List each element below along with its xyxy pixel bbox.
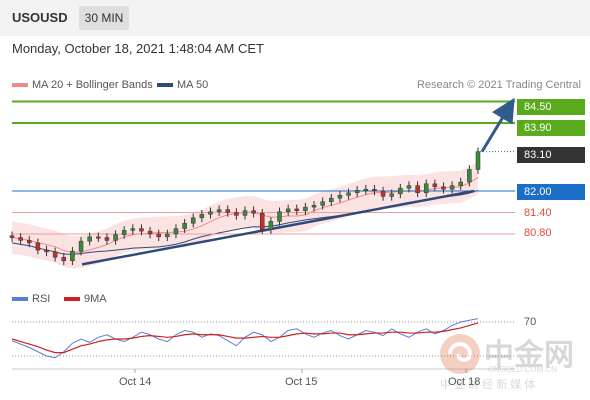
- legend-9ma: 9MA: [64, 293, 107, 305]
- timeframe-button[interactable]: 30 MIN: [79, 6, 129, 30]
- candle-body: [458, 181, 463, 186]
- candle-body: [147, 230, 153, 235]
- candle-body: [70, 250, 75, 262]
- support-label-81-40: 81.40: [524, 207, 552, 219]
- candle-body: [389, 193, 394, 197]
- rsi-swatch-icon: [12, 297, 28, 302]
- watermark-text: 中金网: [484, 338, 574, 373]
- candle-body: [380, 190, 386, 197]
- pivot-tag-82-00: 82.00: [517, 184, 585, 200]
- bollinger-swatch-icon: [12, 83, 28, 88]
- candle-body: [96, 236, 101, 239]
- support-label-80-80: 80.80: [524, 227, 552, 239]
- candle-body: [87, 236, 92, 242]
- candle-body: [423, 183, 429, 194]
- candle-body: [225, 209, 230, 213]
- legend-rsi-label: RSI: [32, 293, 51, 305]
- candle-body: [139, 228, 144, 232]
- level-tag-83-90: 83.90: [517, 120, 585, 136]
- watermark-tagline: 中 金 财 经 新 媒 体: [440, 379, 536, 391]
- candle-body: [44, 249, 49, 253]
- candle-body: [415, 185, 420, 194]
- datetime-label: Monday, October 18, 2021 1:48:04 AM CET: [12, 41, 264, 56]
- candle-body: [27, 240, 32, 244]
- rsi-level-label: 70: [524, 316, 537, 328]
- legend-ma50-label: MA 50: [177, 79, 209, 91]
- rsi-line: [11, 318, 479, 359]
- candle-body: [406, 185, 412, 189]
- candle-body: [260, 212, 265, 230]
- candle-body: [121, 230, 127, 235]
- legend-bollinger-label: MA 20 + Bollinger Bands: [32, 79, 153, 91]
- x-label-oct-15: Oct 15: [285, 376, 318, 388]
- header-bar: USOUSD 30 MIN: [0, 0, 590, 36]
- trendline: [81, 189, 475, 266]
- candle-body: [329, 197, 334, 202]
- candle-body: [346, 192, 351, 196]
- x-label-oct-18: Oct 18: [448, 376, 481, 388]
- ma9-swatch-icon: [64, 297, 80, 302]
- candle-body: [104, 237, 110, 241]
- cngold-logo-icon: [440, 334, 480, 374]
- candle-body: [475, 151, 481, 170]
- candle-body: [52, 251, 58, 258]
- candle-body: [165, 233, 170, 238]
- legend-9ma-label: 9MA: [84, 293, 107, 305]
- x-label-oct-14: Oct 14: [119, 376, 152, 388]
- candle-body: [18, 237, 23, 241]
- candle-body: [311, 205, 317, 208]
- candle-body: [35, 242, 41, 251]
- legend-ma50: MA 50: [157, 79, 208, 91]
- symbol-label: USOUSD: [12, 10, 68, 25]
- candle-body: [251, 210, 256, 214]
- candle-body: [216, 209, 222, 213]
- candle-body: [294, 208, 300, 211]
- legend-rsi: RSI: [12, 293, 50, 305]
- candle-body: [61, 256, 67, 262]
- legend-bollinger: MA 20 + Bollinger Bands: [12, 79, 153, 91]
- candle-body: [242, 210, 248, 216]
- candle-body: [354, 190, 360, 194]
- candle-body: [199, 214, 205, 219]
- candle-body: [190, 217, 196, 224]
- candle-body: [78, 240, 84, 252]
- candle-body: [441, 186, 446, 190]
- candle-body: [182, 222, 187, 229]
- candle-body: [113, 234, 118, 241]
- candle-body: [173, 228, 179, 235]
- candle-body: [337, 195, 343, 199]
- candle-body: [398, 187, 403, 195]
- watermark-sub: CNGOLD.COM.CN: [488, 365, 557, 374]
- candle-body: [234, 212, 239, 216]
- rsi-ma-line: [11, 322, 479, 354]
- level-tag-84-50: 84.50: [517, 99, 585, 115]
- copyright-label: Research © 2021 Trading Central: [416, 79, 581, 91]
- candle-body: [285, 208, 291, 213]
- candle-body: [432, 183, 438, 187]
- candle-body: [268, 221, 274, 230]
- candle-body: [303, 206, 308, 211]
- candle-body: [467, 169, 472, 183]
- cngold-watermark: 中金网 CNGOLD.COM.CN 中 金 财 经 新 媒 体: [438, 330, 588, 391]
- candle-body: [9, 235, 15, 238]
- candle-body: [156, 233, 161, 238]
- candle-body: [449, 185, 455, 190]
- candle-body: [208, 211, 213, 215]
- candle-body: [277, 211, 282, 222]
- current-price-tag: 83.10: [517, 147, 585, 163]
- candle-body: [130, 228, 136, 231]
- candle-body: [320, 201, 325, 206]
- ma50-swatch-icon: [157, 83, 173, 88]
- forecast-arrow: [480, 97, 515, 153]
- candle-body: [372, 188, 377, 192]
- candle-body: [363, 188, 369, 191]
